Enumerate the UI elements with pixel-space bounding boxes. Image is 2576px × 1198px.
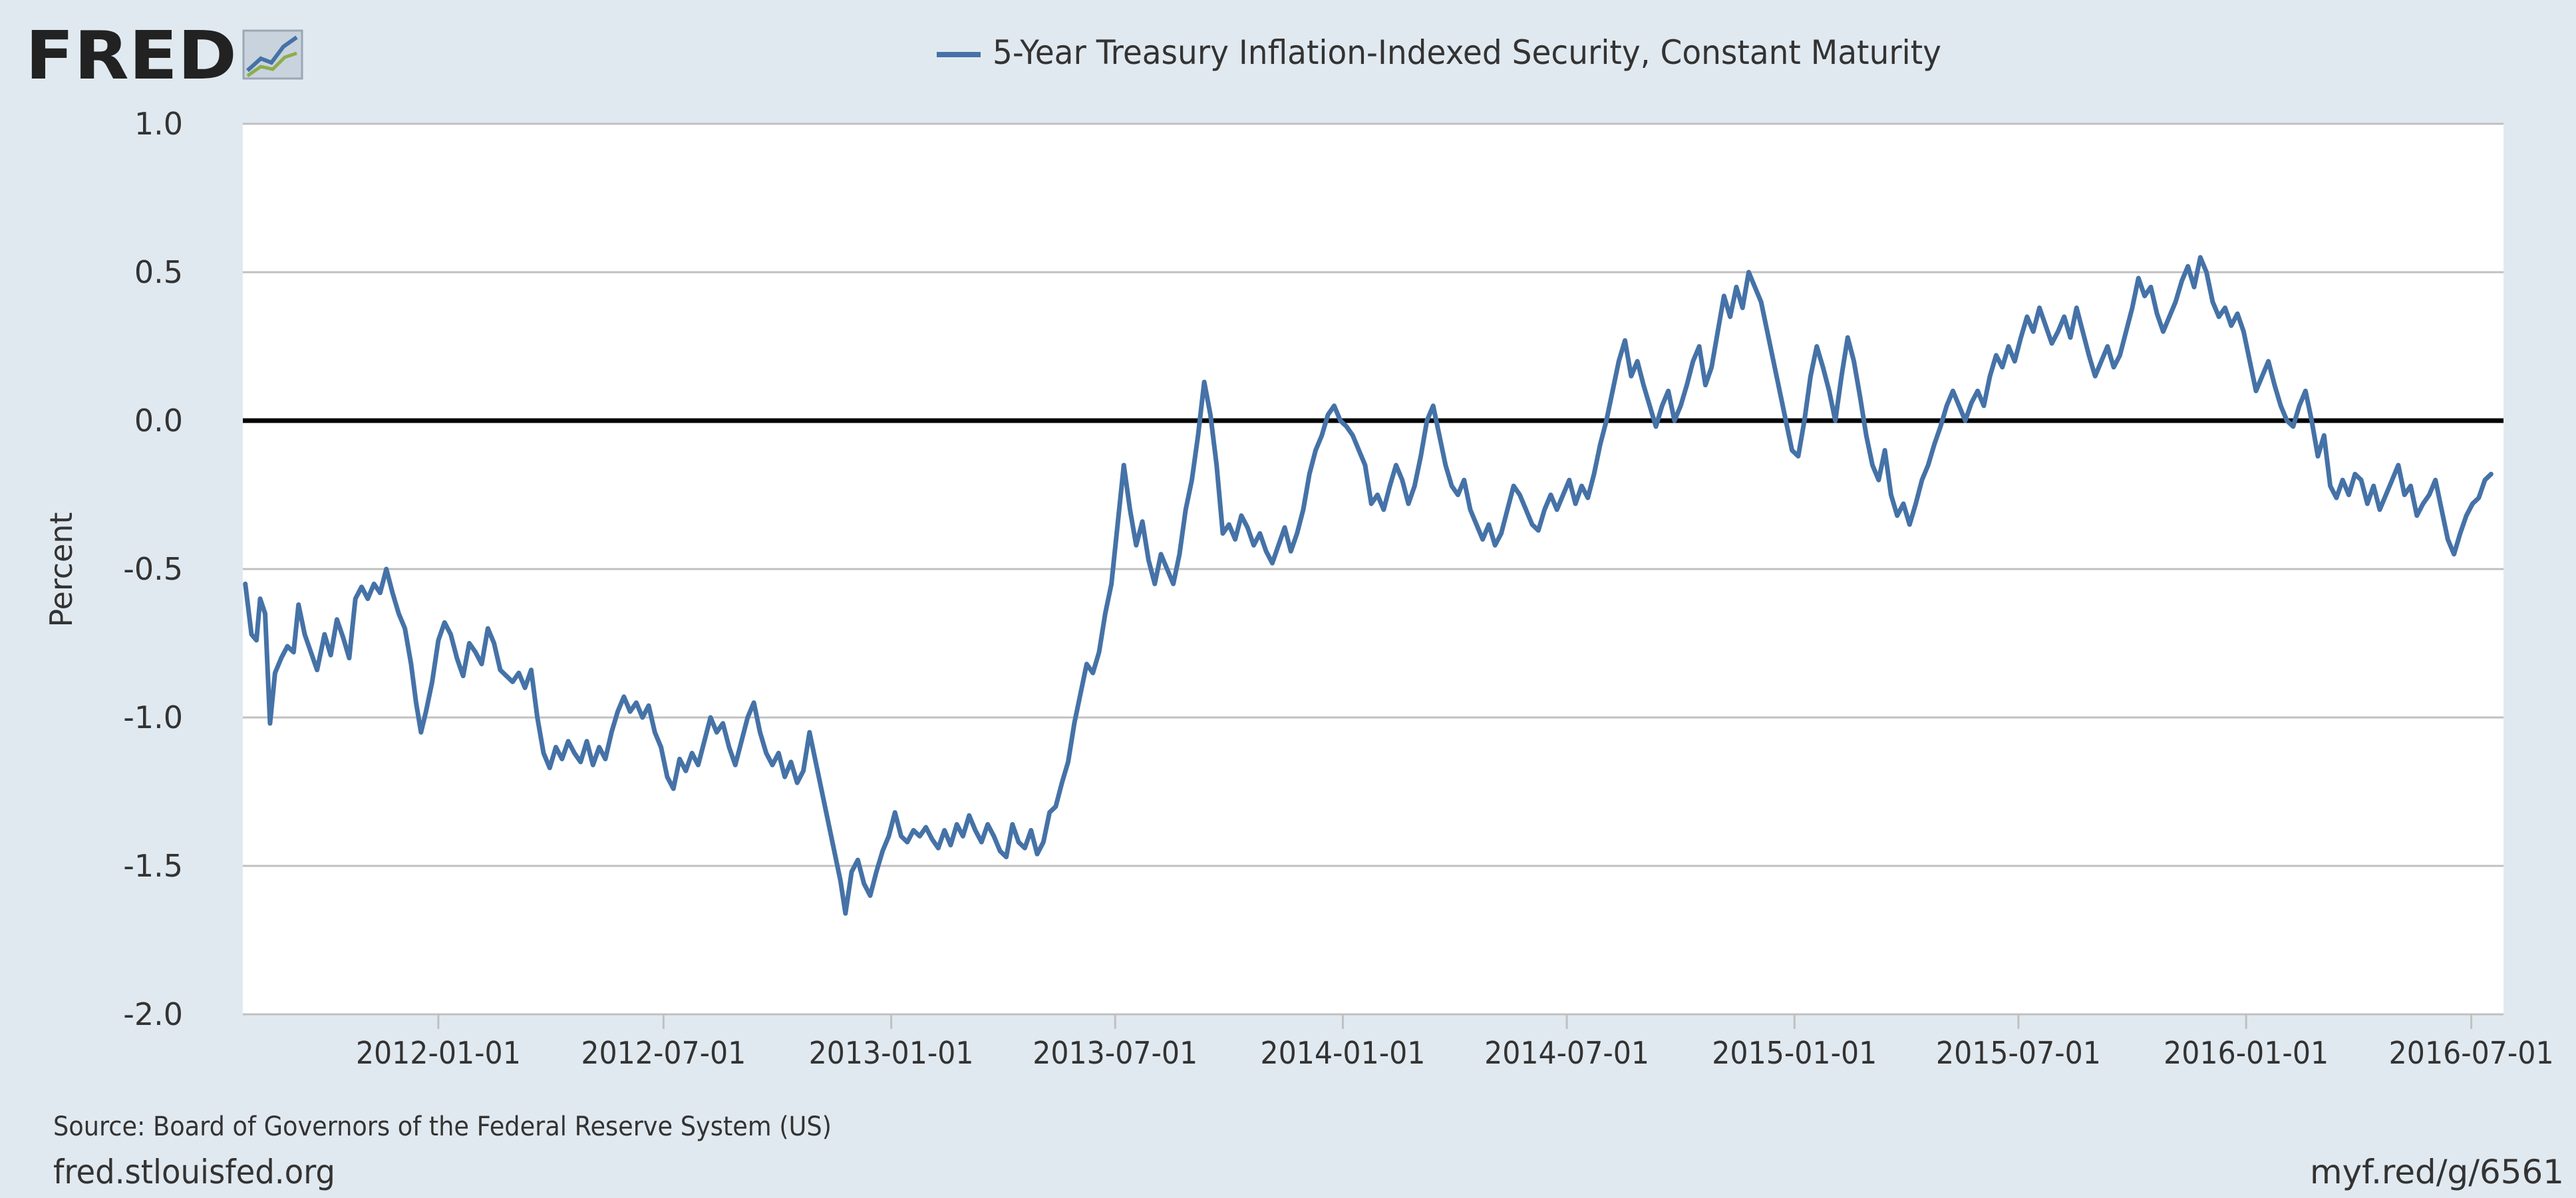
legend: 5-Year Treasury Inflation-Indexed Securi…: [937, 33, 1941, 72]
x-axis-tick-labels: 2012-01-01 2012-07-01 2013-01-01 2013-07-01…: [356, 1035, 2554, 1071]
y-tick-label: -1.0: [123, 699, 183, 735]
site-link[interactable]: fred.stlouisfed.org: [53, 1153, 335, 1191]
x-tick-label: 2014-01-01: [1260, 1035, 1425, 1071]
x-tick-label: 2016-01-01: [2164, 1035, 2329, 1071]
series-lines: [243, 255, 2494, 916]
short-link[interactable]: myf.red/g/6561: [2310, 1153, 2564, 1191]
y-tick-label: 0.0: [134, 403, 183, 439]
x-tick-label: 2013-07-01: [1033, 1035, 1198, 1071]
x-tick-label: 2015-01-01: [1712, 1035, 1877, 1071]
y-axis-label: Percent: [43, 512, 79, 627]
x-tick-label: 2015-07-01: [1936, 1035, 2101, 1071]
y-axis-tick-labels: 1.0 0.5 0.0 -0.5 -1.0 -1.5 -2.0: [123, 106, 183, 1032]
legend-series-label: 5-Year Treasury Inflation-Indexed Securi…: [993, 33, 1941, 72]
x-tick-label: 2014-07-01: [1484, 1035, 1649, 1071]
x-tick-label: 2012-01-01: [356, 1035, 521, 1071]
y-tick-label: 0.5: [134, 254, 183, 290]
y-tick-label: -2.0: [123, 996, 183, 1032]
x-tick-label: 2016-07-01: [2389, 1035, 2554, 1071]
chart-logo-icon: [242, 29, 303, 80]
y-tick-label: 1.0: [134, 106, 183, 142]
series-line: [243, 255, 2494, 916]
fred-logo-text: FRED: [25, 17, 237, 95]
x-tick-label: 2013-01-01: [809, 1035, 974, 1071]
y-tick-label: -0.5: [123, 551, 183, 587]
fred-logo[interactable]: FRED: [25, 17, 303, 95]
x-tick-label: 2012-07-01: [581, 1035, 746, 1071]
y-tick-label: -1.5: [123, 848, 183, 884]
source-note: Source: Board of Governors of the Federa…: [53, 1111, 832, 1142]
x-axis-ticks: [437, 1014, 2473, 1029]
